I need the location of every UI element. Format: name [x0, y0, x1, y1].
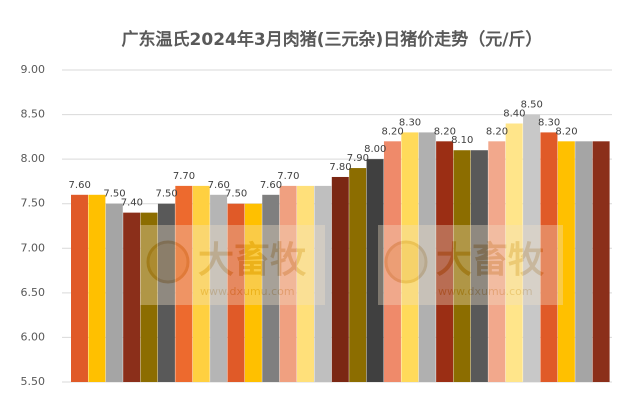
- chart-title: 广东温氏2024年3月肉猪(三元杂)日猪价走势（元/斤）: [122, 29, 543, 50]
- bar: [279, 185, 297, 382]
- value-label: 8.00: [364, 144, 386, 155]
- value-label: 7.60: [208, 180, 230, 191]
- bar: [575, 141, 593, 382]
- bar: [470, 150, 488, 382]
- y-tick-label: 5.50: [21, 375, 46, 388]
- bar: [192, 185, 210, 382]
- bar: [488, 141, 506, 382]
- value-label: 7.90: [347, 153, 369, 164]
- bar: [140, 212, 158, 382]
- value-label: 8.30: [399, 117, 421, 128]
- y-tick-label: 6.00: [21, 330, 46, 343]
- y-tick-label: 8.00: [21, 152, 46, 165]
- value-label: 8.20: [434, 126, 456, 137]
- value-label: 7.70: [277, 171, 299, 182]
- watermark-box: [378, 225, 563, 305]
- bar: [540, 132, 558, 382]
- bar: [297, 185, 315, 382]
- bar: [314, 185, 332, 382]
- watermark-box: [140, 225, 325, 305]
- bar: [244, 203, 262, 382]
- value-label: 7.80: [329, 162, 351, 173]
- bar: [88, 194, 106, 382]
- value-label: 7.70: [173, 171, 195, 182]
- y-tick-label: 9.00: [21, 63, 46, 76]
- bar: [157, 203, 175, 382]
- watermark-logo: [384, 240, 428, 284]
- value-label: 8.20: [382, 126, 404, 137]
- y-tick-label: 8.50: [21, 108, 46, 121]
- bar: [175, 185, 193, 382]
- bar: [453, 150, 471, 382]
- bar: [401, 132, 419, 382]
- bar: [123, 212, 141, 382]
- value-label: 7.40: [121, 198, 143, 209]
- bar: [331, 176, 349, 382]
- bar: [71, 194, 88, 382]
- value-label: 8.30: [538, 117, 560, 128]
- bar: [592, 141, 610, 382]
- value-label: 8.20: [555, 126, 577, 137]
- value-label: 7.60: [260, 180, 282, 191]
- y-tick-label: 7.50: [21, 197, 46, 210]
- bar: [366, 159, 384, 382]
- bar: [227, 203, 245, 382]
- value-label: 7.60: [69, 180, 91, 191]
- bar: [210, 194, 228, 382]
- value-label: 8.10: [451, 135, 473, 146]
- bar: [505, 123, 523, 382]
- y-tick-label: 6.50: [21, 286, 46, 299]
- watermark-url: www.dxumu.com: [200, 285, 295, 298]
- bar: [436, 141, 454, 382]
- watermark-url: www.dxumu.com: [438, 285, 533, 298]
- bar: [349, 168, 367, 382]
- value-label: 7.50: [155, 189, 177, 200]
- watermark-logo: [146, 240, 190, 284]
- watermark-text: 大畜牧: [436, 240, 545, 281]
- bar: [523, 114, 541, 383]
- value-label: 8.20: [486, 126, 508, 137]
- watermark-text: 大畜牧: [198, 240, 307, 281]
- value-label: 8.50: [521, 100, 543, 111]
- value-label: 7.50: [225, 189, 247, 200]
- value-label: 8.40: [503, 108, 525, 119]
- bar: [418, 132, 436, 382]
- bar: [105, 203, 123, 382]
- bar: [383, 141, 401, 382]
- bar: [262, 194, 280, 382]
- value-label: 7.50: [103, 189, 125, 200]
- bar: [557, 141, 575, 382]
- y-tick-label: 7.00: [21, 241, 46, 254]
